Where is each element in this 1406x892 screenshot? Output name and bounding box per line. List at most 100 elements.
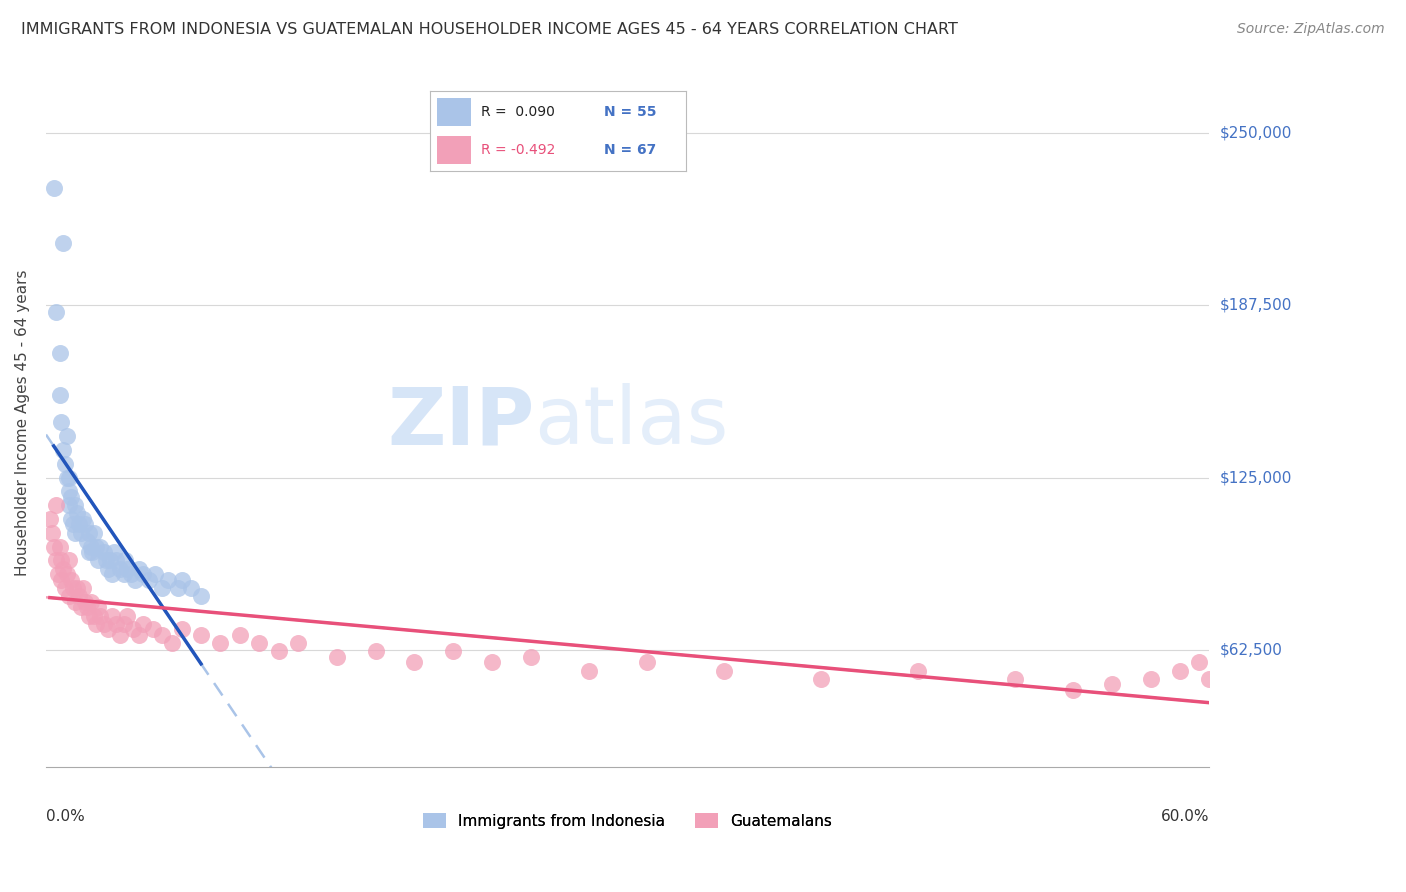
Point (138, 573, 160, 587)
Point (1198, 672, 1220, 686)
Point (128, 628, 150, 642)
Point (104, 616, 127, 631)
Point (67, 589, 90, 603)
Point (89, 540, 111, 554)
Point (170, 573, 193, 587)
Point (58, 553, 80, 567)
Point (53, 457, 76, 471)
Point (70, 600, 93, 615)
Point (481, 656, 503, 670)
Point (180, 581, 202, 595)
Point (104, 553, 127, 567)
Point (52, 442, 75, 457)
Point (52, 235, 75, 250)
Point (52, 561, 75, 575)
Point (170, 622, 193, 636)
Point (62, 581, 84, 595)
Point (76, 600, 98, 615)
Point (72, 581, 94, 595)
Point (247, 636, 270, 650)
Point (67, 517, 90, 532)
Point (63, 525, 86, 540)
Point (46, 567, 69, 582)
Point (122, 622, 145, 636)
Point (112, 616, 135, 631)
Point (72, 512, 94, 526)
Point (58, 470, 80, 484)
Point (713, 664, 735, 678)
Point (77, 545, 100, 559)
Point (132, 567, 155, 582)
Point (89, 608, 111, 623)
Point (132, 616, 155, 631)
Point (142, 622, 165, 636)
Point (190, 628, 212, 642)
Point (66, 507, 89, 521)
Point (63, 498, 86, 512)
Point (143, 567, 166, 582)
Point (48, 388, 70, 402)
Point (1168, 664, 1191, 678)
Point (56, 567, 79, 582)
Point (287, 636, 309, 650)
Point (79, 540, 101, 554)
Point (93, 616, 115, 631)
Text: $250,000: $250,000 (1220, 125, 1292, 140)
Point (83, 525, 105, 540)
Point (87, 553, 110, 567)
Point (1101, 677, 1123, 691)
Point (103, 545, 125, 559)
Point (636, 656, 658, 670)
Point (108, 561, 131, 575)
Point (76, 534, 98, 549)
Point (190, 589, 212, 603)
Point (117, 561, 139, 575)
Point (45, 498, 67, 512)
Point (1062, 683, 1084, 698)
Point (157, 573, 180, 587)
Point (86, 616, 108, 631)
Point (404, 656, 426, 670)
Point (56, 470, 79, 484)
Point (45, 305, 67, 319)
Point (1140, 672, 1163, 686)
Point (51, 553, 73, 567)
Point (150, 628, 173, 642)
Point (63, 595, 86, 609)
Point (97, 622, 120, 636)
Point (77, 525, 100, 540)
Point (326, 649, 349, 664)
Point (51, 573, 73, 587)
Text: atlas: atlas (534, 384, 728, 461)
Point (1188, 656, 1211, 670)
Point (120, 567, 142, 582)
Point (60, 573, 83, 587)
Point (73, 595, 96, 609)
Point (166, 581, 188, 595)
Point (117, 608, 139, 623)
Point (58, 589, 80, 603)
Point (229, 628, 252, 642)
Point (77, 608, 100, 623)
Point (810, 672, 832, 686)
Point (42, 181, 65, 195)
Point (364, 644, 387, 658)
Point (114, 553, 136, 567)
Point (42, 540, 65, 554)
Point (93, 545, 115, 559)
Point (94, 553, 117, 567)
Point (53, 581, 76, 595)
Point (519, 649, 541, 664)
Point (73, 517, 96, 532)
Point (98, 553, 121, 567)
Point (51, 415, 73, 429)
Text: IMMIGRANTS FROM INDONESIA VS GUATEMALAN HOUSEHOLDER INCOME AGES 45 - 64 YEARS CO: IMMIGRANTS FROM INDONESIA VS GUATEMALAN … (21, 22, 957, 37)
Text: ZIP: ZIP (387, 384, 534, 461)
Point (79, 595, 101, 609)
Legend: Immigrants from Indonesia, Guatemalans: Immigrants from Indonesia, Guatemalans (423, 813, 832, 829)
Point (112, 567, 135, 582)
Point (60, 512, 83, 526)
Point (66, 581, 89, 595)
Point (101, 608, 124, 623)
Point (58, 484, 80, 499)
